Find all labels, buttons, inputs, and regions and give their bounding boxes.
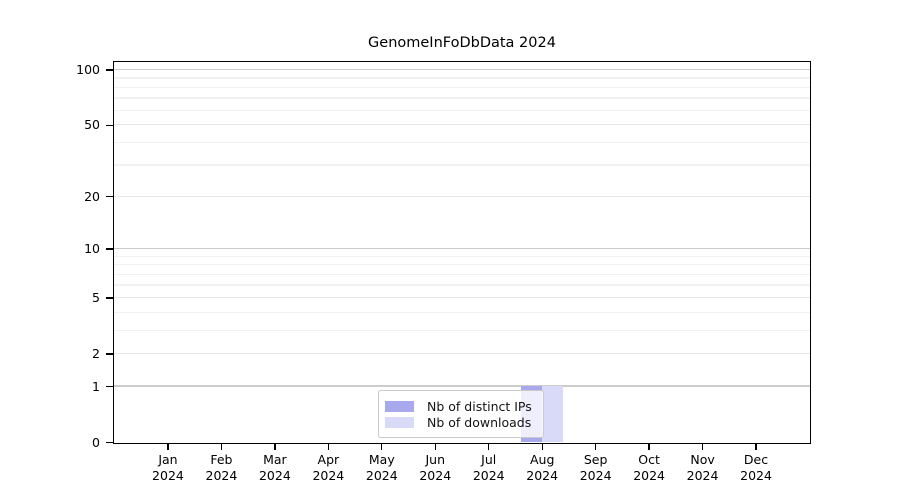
x-tick-label: Apr 2024 [312,452,345,483]
x-tick-mark [167,444,169,450]
bar-downloads-aug [541,386,563,442]
gridline-mid [114,124,810,126]
gridline-minor [114,284,810,286]
legend-label-downloads: Nb of downloads [427,414,532,430]
x-tick-label: Jul 2024 [472,452,505,483]
y-tick-label: 50 [84,117,100,133]
plot-area [113,61,811,444]
x-tick-label: Jan 2024 [152,452,184,483]
y-tick-label: 5 [92,289,100,305]
bars-layer [114,62,810,443]
x-tick-mark [434,444,436,450]
gridline-mid [114,352,810,354]
y-tick-label: 100 [76,62,100,78]
x-tick-label: Sep 2024 [579,452,612,483]
x-tick-mark [220,444,223,450]
chart-title: GenomeInFoDbData 2024 [368,35,556,51]
y-tick-label: 0 [92,434,100,450]
x-tick-mark [595,444,597,450]
y-tick-mark [106,69,113,71]
x-tick-mark [381,444,383,450]
x-tick-label: Oct 2024 [633,452,666,483]
y-tick-mark [106,248,113,250]
x-tick-mark [274,444,276,450]
gridline-minor [114,264,810,266]
gridline-minor [114,86,810,88]
x-tick-mark [541,444,543,450]
y-tick-mark [106,385,113,388]
legend-item-downloads: Nb of downloads [385,414,537,430]
gridline-minor [114,77,810,79]
gridline-minor [114,273,810,275]
legend-label-distinct-ips: Nb of distinct IPs [427,398,532,414]
gridline-minor [114,329,810,331]
x-tick-label: Mar 2024 [258,452,291,483]
gridline-minor [114,109,810,111]
x-tick-label: Feb 2024 [205,452,238,483]
y-tick-mark [106,297,113,299]
gridline-major [114,385,810,387]
gridline-minor [114,311,810,313]
legend-swatch-downloads [385,416,414,428]
x-tick-mark [648,444,650,450]
gridline-minor [114,164,810,166]
x-tick-label: Aug 2024 [526,452,559,483]
legend: Nb of distinct IPs Nb of downloads [378,390,544,438]
x-tick-mark [701,444,704,450]
gridline-minor [114,255,810,257]
x-tick-mark [755,444,757,450]
gridline-major [114,247,810,250]
gridline-mid [114,195,810,197]
legend-swatch-distinct-ips [385,400,414,412]
y-tick-label: 1 [92,378,100,394]
y-tick-label: 20 [84,188,100,204]
y-tick-label: 2 [92,345,100,361]
x-tick-label: Nov 2024 [686,452,719,483]
y-tick-mark [106,353,113,355]
y-tick-mark [106,196,113,198]
x-tick-label: Dec 2024 [740,452,772,483]
x-tick-mark [327,444,329,450]
gridline-major [114,69,810,71]
x-tick-label: Jun 2024 [419,452,452,483]
gridline-minor [114,97,810,99]
y-tick-label: 10 [84,241,100,257]
y-tick-mark [106,124,113,126]
legend-item-distinct-ips: Nb of distinct IPs [385,398,537,414]
gridlines-layer [114,62,810,443]
x-tick-mark [488,444,490,450]
gridline-mid [114,296,810,298]
gridline-minor [114,141,810,143]
y-tick-mark [106,441,113,444]
x-tick-label: May 2024 [365,452,398,483]
